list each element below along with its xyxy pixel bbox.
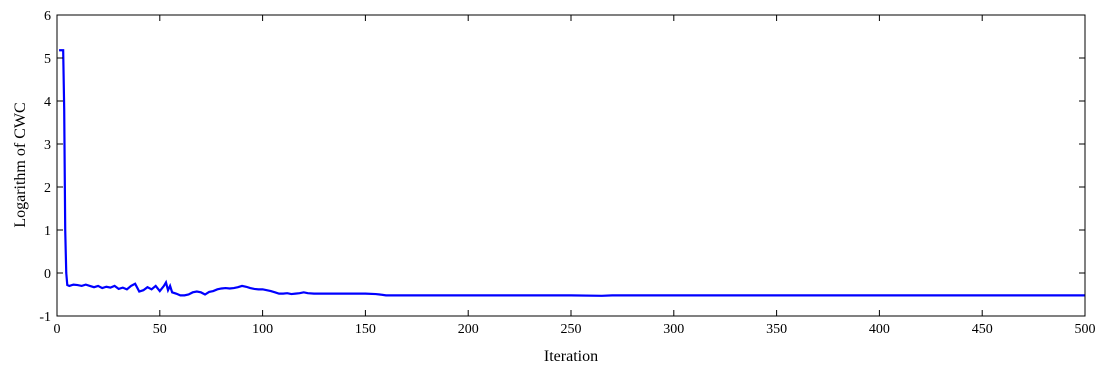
y-axis-tick-labels: -1 0 1 2 3 4 5 6 — [39, 9, 51, 325]
x-tick-label: 350 — [766, 322, 787, 337]
y-tick-label: 2 — [44, 181, 51, 196]
x-axis-title: Iteration — [544, 348, 598, 365]
y-tick-label: 5 — [44, 52, 51, 67]
y-tick-label: 6 — [44, 9, 51, 24]
y-tick-label: 0 — [44, 267, 51, 282]
x-axis-tick-labels: 0 50 100 150 200 250 300 350 400 450 500 — [54, 322, 1096, 337]
x-tick-label: 250 — [561, 322, 582, 337]
y-axis-title: Logarithm of CWC — [12, 102, 29, 227]
x-tick-label: 50 — [153, 322, 167, 337]
x-tick-label: 0 — [54, 322, 61, 337]
plot-frame — [56, 14, 1086, 317]
x-tick-label: 450 — [972, 322, 993, 337]
plot-area-background — [57, 15, 1085, 316]
series-layer — [59, 49, 1085, 297]
x-tick-label: 400 — [869, 322, 890, 337]
x-tick-label: 150 — [355, 322, 376, 337]
x-tick-label: 200 — [458, 322, 479, 337]
x-tick-label: 500 — [1075, 322, 1096, 337]
y-tick-label: 4 — [44, 95, 51, 110]
y-tick-label: 1 — [44, 224, 51, 239]
x-tick-label: 300 — [663, 322, 684, 337]
x-tick-label: 100 — [252, 322, 273, 337]
series-line-0 — [59, 49, 1085, 297]
y-tick-label: 3 — [44, 138, 51, 153]
y-tick-label: -1 — [39, 310, 51, 325]
